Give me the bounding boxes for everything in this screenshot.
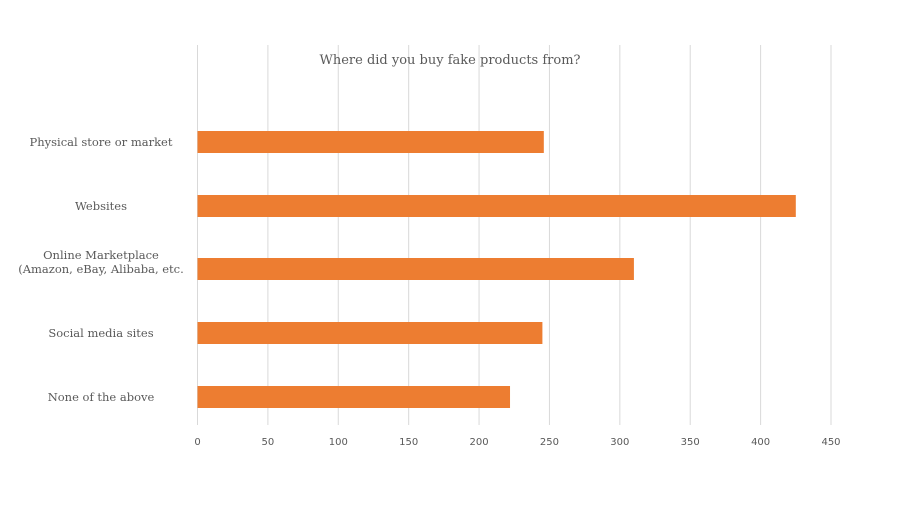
x-tick-label: 0 [194,437,201,448]
x-tick-label: 150 [399,437,419,448]
bar [197,258,634,280]
category-label: Physical store or market [29,135,173,149]
category-label: Websites [75,199,127,213]
x-tick-label: 400 [751,437,771,448]
bar [197,131,544,153]
bar [197,195,796,217]
bar [197,386,511,408]
x-tick-label: 50 [261,437,275,448]
x-tick-label: 250 [539,437,559,448]
category-label: None of the above [47,390,155,404]
x-tick-label: 200 [469,437,489,448]
category-label: Social media sites [48,326,154,340]
bar [197,322,543,344]
x-tick-label: 300 [610,437,630,448]
chart-title: Where did you buy fake products from? [319,53,581,68]
x-tick-label: 350 [680,437,700,448]
x-tick-label: 100 [328,437,348,448]
category-label: Online Marketplace (Amazon, eBay, Alibab… [18,248,184,276]
x-tick-label: 450 [821,437,841,448]
